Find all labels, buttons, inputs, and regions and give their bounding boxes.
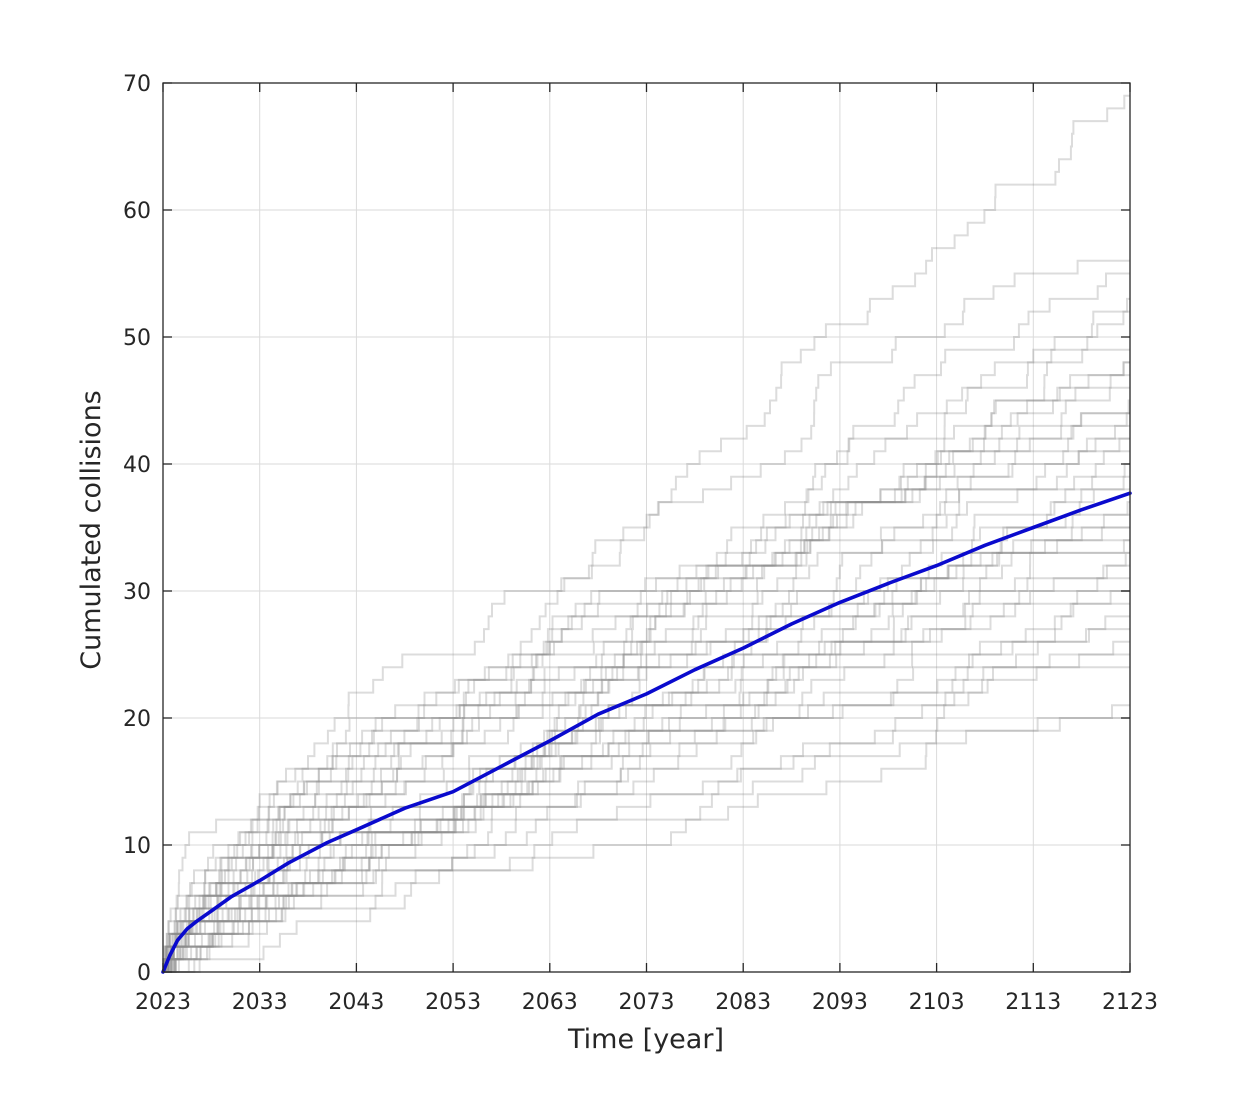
simulation-trace <box>163 310 1130 973</box>
simulation-trace <box>163 272 1130 973</box>
simulation-trace <box>163 424 1130 973</box>
simulation-trace <box>163 590 1130 973</box>
simulation-trace <box>163 590 1130 973</box>
simulation-trace <box>163 640 1130 973</box>
simulation-trace <box>163 361 1130 973</box>
simulation-trace <box>163 437 1130 973</box>
x-tick-label: 2053 <box>425 990 481 1015</box>
simulation-trace <box>163 551 1130 973</box>
simulation-trace <box>163 628 1130 973</box>
simulation-trace <box>163 361 1130 973</box>
mean-line <box>161 491 1132 974</box>
simulation-trace <box>163 526 1130 973</box>
simulation-trace <box>163 539 1130 973</box>
simulation-trace <box>163 259 1130 973</box>
simulation-trace <box>163 577 1130 973</box>
simulation-trace <box>163 386 1130 973</box>
y-axis-title: Cumulated collisions <box>76 390 107 669</box>
x-tick-label: 2123 <box>1102 990 1158 1015</box>
y-tick-label: 10 <box>123 834 151 859</box>
tick-labels: 2023 2033 2043 2053 2063 2073 2083 2093 2103 2113… <box>123 72 1158 1015</box>
y-tick-label: 50 <box>123 326 151 351</box>
simulation-trace <box>163 297 1130 973</box>
simulation-trace <box>163 564 1130 973</box>
axes-box-and-ticks <box>162 82 1131 973</box>
simulation-trace <box>162 463 1130 972</box>
y-tick-label: 20 <box>123 707 151 732</box>
x-tick-label: 2043 <box>328 990 384 1015</box>
simulation-trace <box>163 539 1130 973</box>
simulation-trace <box>163 412 1130 973</box>
simulation-trace <box>163 526 1130 973</box>
simulation-trace <box>163 615 1130 973</box>
simulation-traces <box>162 94 1130 973</box>
y-tick-label: 30 <box>123 580 151 605</box>
simulation-trace <box>163 602 1130 973</box>
x-tick-label: 2103 <box>909 990 965 1015</box>
simulation-trace <box>163 475 1130 973</box>
simulation-trace <box>163 704 1130 973</box>
simulation-trace <box>163 399 1130 973</box>
x-tick-label: 2083 <box>715 990 771 1015</box>
simulation-trace <box>163 412 1130 973</box>
x-tick-label: 2023 <box>135 990 191 1015</box>
simulation-trace <box>162 94 1130 973</box>
simulation-trace <box>163 717 1130 973</box>
simulation-trace <box>163 488 1130 973</box>
simulation-trace <box>163 653 1130 973</box>
mean-line-layer <box>161 491 1132 974</box>
x-tick-label: 2073 <box>619 990 675 1015</box>
simulation-trace <box>163 450 1130 973</box>
y-tick-label: 40 <box>123 453 151 478</box>
x-axis-title: Time [year] <box>567 1024 724 1055</box>
simulation-trace <box>163 374 1130 973</box>
y-tick-label: 0 <box>137 961 151 986</box>
x-tick-label: 2063 <box>522 990 578 1015</box>
y-tick-label: 70 <box>123 72 151 97</box>
x-tick-label: 2093 <box>812 990 868 1015</box>
simulation-trace <box>163 348 1130 973</box>
x-tick-label: 2033 <box>232 990 288 1015</box>
x-tick-label: 2113 <box>1005 990 1061 1015</box>
y-tick-label: 60 <box>123 199 151 224</box>
